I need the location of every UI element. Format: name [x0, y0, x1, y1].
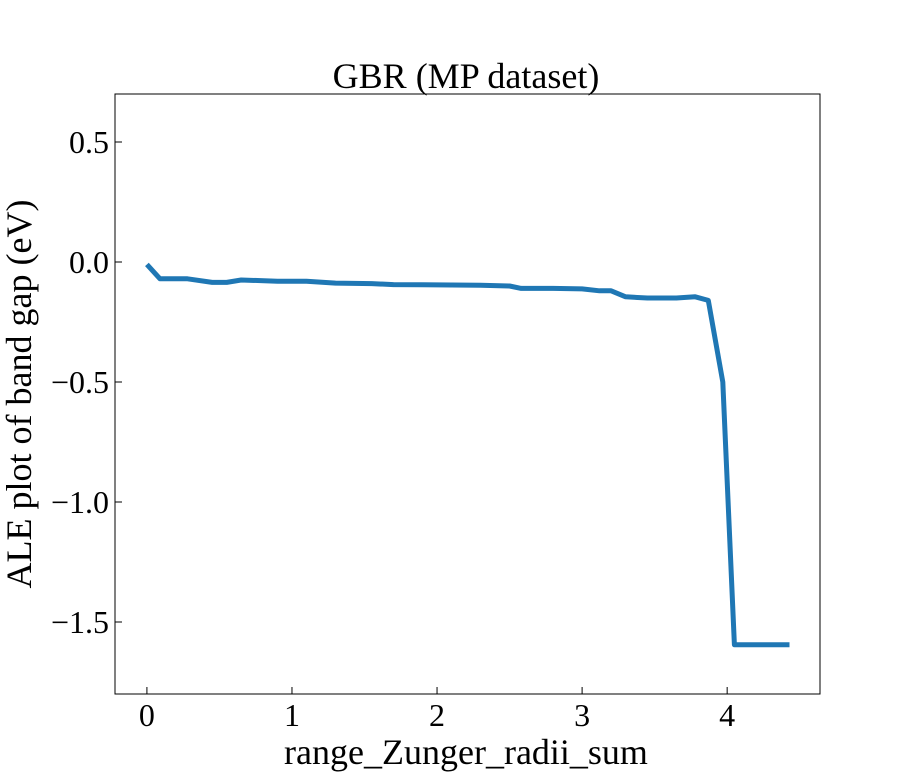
y-tick-label: −1.5 — [51, 604, 109, 640]
x-tick-label: 4 — [719, 697, 735, 733]
y-axis-ticks: 0.5 0.0 −0.5 −1.0 −1.5 — [51, 124, 122, 640]
chart-title: GBR (MP dataset) — [333, 56, 600, 96]
x-axis-label: range_Zunger_radii_sum — [284, 732, 648, 772]
y-tick-label: −0.5 — [51, 364, 109, 400]
y-tick-label: 0.5 — [69, 124, 109, 160]
x-axis-ticks: 0 1 2 3 4 — [139, 687, 735, 733]
x-tick-label: 3 — [574, 697, 590, 733]
series-line — [145, 262, 790, 648]
x-tick-label: 2 — [429, 697, 445, 733]
x-tick-label: 1 — [284, 697, 300, 733]
plot-area-frame — [114, 93, 821, 695]
y-axis-label: ALE plot of band gap (eV) — [0, 200, 39, 589]
y-tick-label: −1.0 — [51, 484, 109, 520]
y-tick-label: 0.0 — [69, 244, 109, 280]
x-tick-label: 0 — [139, 697, 155, 733]
